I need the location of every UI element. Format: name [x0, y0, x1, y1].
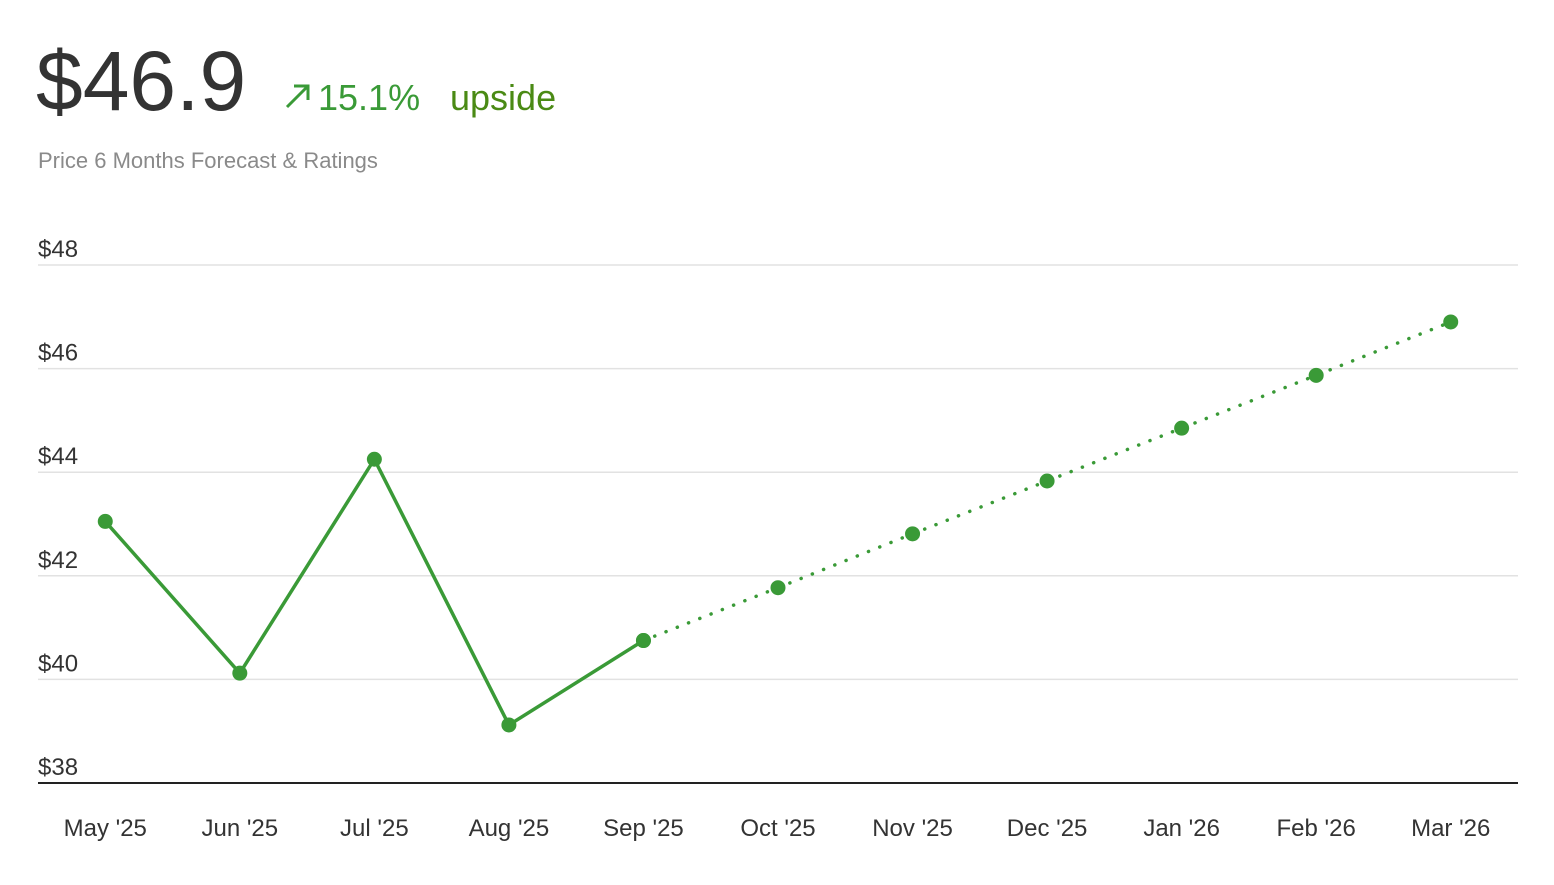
data-point: [1174, 420, 1190, 436]
x-tick-label: Jun '25: [201, 815, 278, 842]
data-point: [366, 451, 382, 467]
x-tick-label: Mar '26: [1411, 815, 1490, 842]
data-point: [232, 665, 248, 681]
x-tick-label: Nov '25: [872, 815, 953, 842]
data-point: [97, 513, 113, 529]
up-arrow-icon: [285, 84, 310, 109]
series-line: [103, 455, 646, 728]
x-tick-label: Feb '26: [1277, 815, 1356, 842]
data-point: [1443, 314, 1459, 330]
x-tick-label: Aug '25: [469, 815, 550, 842]
y-tick-label: $40: [38, 650, 78, 677]
y-tick-label: $46: [38, 340, 78, 367]
y-tick-label: $44: [38, 443, 78, 470]
y-tick-label: $42: [38, 547, 78, 574]
x-tick-label: Jul '25: [340, 815, 409, 842]
data-point: [905, 526, 921, 542]
data-point: [1308, 367, 1324, 383]
x-tick-label: Dec '25: [1007, 815, 1088, 842]
upside-label: upside: [450, 77, 556, 118]
x-tick-label: Oct '25: [740, 815, 815, 842]
subtitle: Price 6 Months Forecast & Ratings: [38, 148, 378, 173]
change: 15.1%: [318, 77, 420, 118]
y-tick-label: $48: [38, 236, 78, 263]
y-tick-label: $38: [38, 754, 78, 781]
data-point: [1039, 473, 1055, 489]
x-tick-label: Jan '26: [1143, 815, 1220, 842]
x-tick-label: Sep '25: [603, 815, 684, 842]
price: $46.9: [36, 34, 246, 128]
data-point: [770, 580, 786, 596]
x-tick-label: May '25: [64, 815, 147, 842]
data-point: [501, 717, 517, 733]
data-point: [635, 633, 651, 649]
